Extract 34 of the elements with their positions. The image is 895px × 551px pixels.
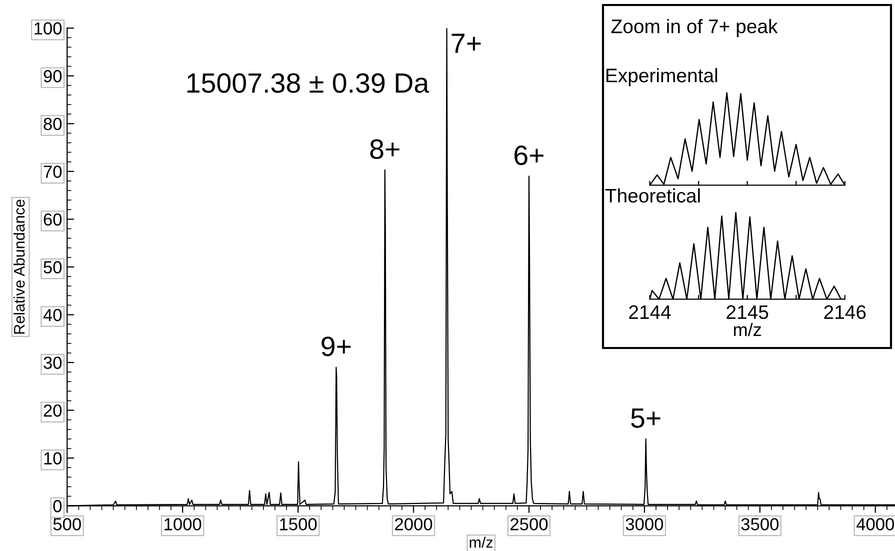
annotation: Zoom in of 7+ peak [611, 18, 778, 38]
annotation: 8+ [370, 139, 400, 159]
x-tick-label: 500 [53, 518, 81, 530]
x-tick-label: 2144 [629, 305, 671, 319]
y-tick-label: 30 [44, 356, 62, 369]
x-tick-label: 2500 [510, 518, 548, 530]
x-tick-label: 3500 [741, 518, 779, 530]
x-tick-label: 4000 [856, 518, 894, 530]
x-tick-label: 2000 [395, 518, 432, 530]
y-tick-label: 40 [43, 308, 62, 322]
y-tick-label: 10 [44, 452, 62, 465]
y-tick-label: 20 [44, 404, 62, 417]
y-tick-label: 50 [44, 261, 62, 274]
y-tick-label: 90 [44, 70, 62, 82]
annotation: 9+ [322, 336, 351, 356]
y-tick-label: 100 [34, 22, 62, 35]
annotation: 7+ [452, 34, 481, 53]
x-tick-label: 2145 [726, 305, 768, 320]
y-tick-label: 0 [53, 500, 62, 512]
y-tick-label: 60 [44, 213, 62, 226]
x-axis-title: m/z [734, 322, 761, 336]
y-tick-label: 80 [44, 118, 62, 130]
chart-title: Theoretical [605, 188, 700, 203]
x-tick-label: 1000 [164, 518, 202, 530]
x-tick-label: 1500 [280, 518, 317, 530]
x-tick-label: 2146 [824, 305, 866, 320]
x-axis-title: m/z [470, 536, 493, 548]
annotation: 15007.38 ± 0.39 Da [187, 73, 430, 93]
y-tick-label: 70 [44, 166, 62, 178]
x-tick-label: 3000 [626, 518, 664, 530]
annotation: 6+ [514, 145, 544, 166]
chart-title: Experimental [606, 68, 718, 86]
annotation: 5+ [631, 408, 660, 428]
y-axis-title: Relative Abundance [14, 200, 25, 334]
